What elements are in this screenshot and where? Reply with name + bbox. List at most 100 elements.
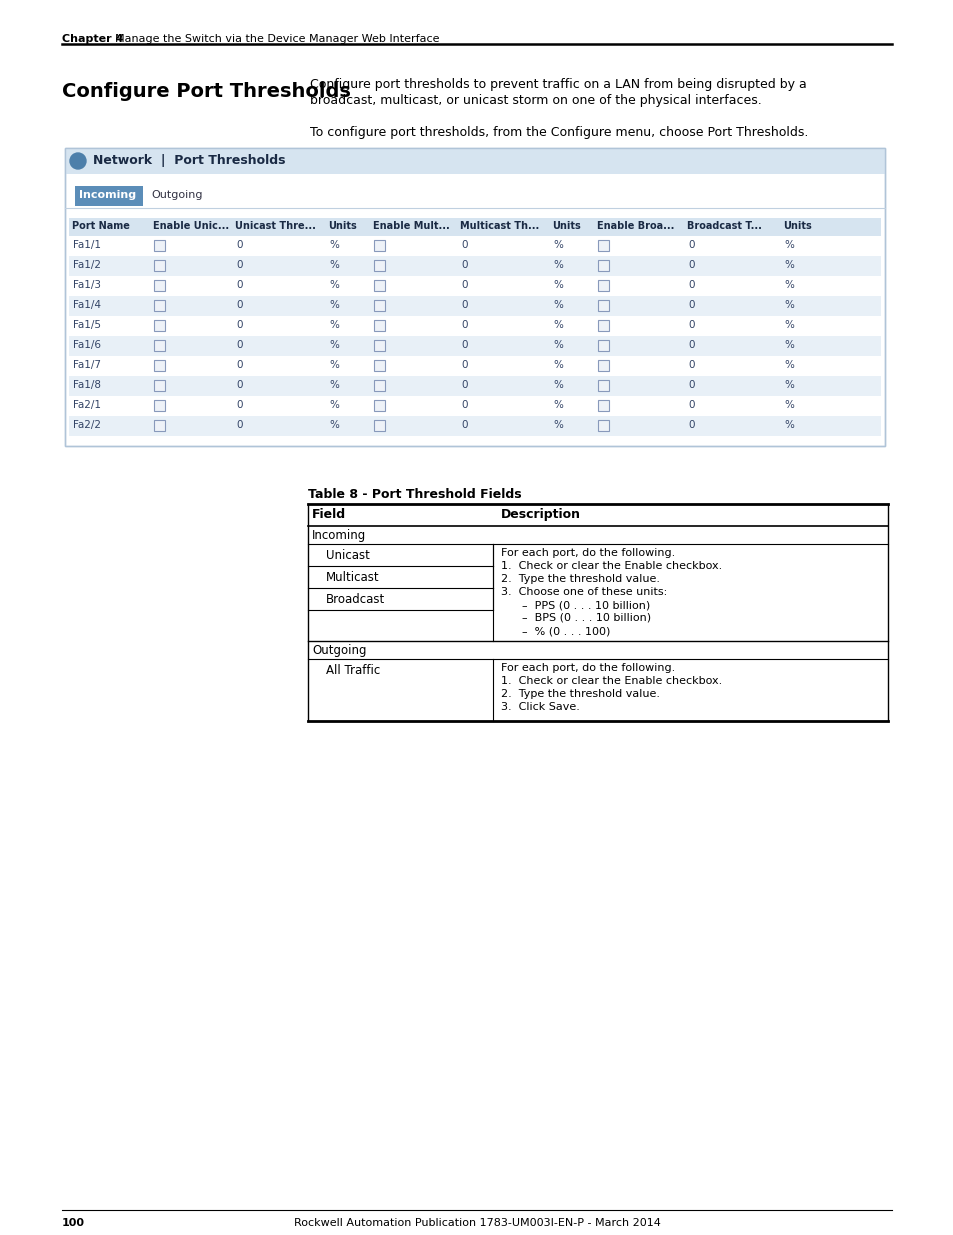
Text: For each port, do the following.: For each port, do the following. <box>500 548 675 558</box>
Text: %: % <box>329 240 338 249</box>
Text: 0: 0 <box>235 380 242 390</box>
Text: 0: 0 <box>460 400 467 410</box>
Text: %: % <box>783 240 793 249</box>
Text: 0: 0 <box>460 261 467 270</box>
Text: %: % <box>783 420 793 430</box>
Text: %: % <box>553 340 562 350</box>
Text: 0: 0 <box>687 280 694 290</box>
Bar <box>69 219 880 236</box>
Text: Broadcast: Broadcast <box>326 593 385 606</box>
Text: %: % <box>553 280 562 290</box>
Bar <box>374 340 385 351</box>
Bar <box>153 380 165 391</box>
Text: To configure port thresholds, from the Configure menu, choose Port Thresholds.: To configure port thresholds, from the C… <box>310 126 807 140</box>
Text: Units: Units <box>552 221 580 231</box>
Text: %: % <box>329 300 338 310</box>
Bar <box>69 336 880 356</box>
Text: 1.  Check or clear the Enable checkbox.: 1. Check or clear the Enable checkbox. <box>500 676 721 685</box>
Bar <box>69 356 880 375</box>
Text: %: % <box>329 380 338 390</box>
Text: Fa1/3: Fa1/3 <box>73 280 101 290</box>
Bar <box>153 400 165 411</box>
Text: 0: 0 <box>235 261 242 270</box>
Text: Fa1/6: Fa1/6 <box>73 340 101 350</box>
Text: 0: 0 <box>687 359 694 370</box>
Text: Fa1/8: Fa1/8 <box>73 380 101 390</box>
Text: Fa1/4: Fa1/4 <box>73 300 101 310</box>
Circle shape <box>70 153 86 169</box>
Bar <box>65 148 884 174</box>
Bar <box>153 261 165 270</box>
Bar <box>69 316 880 336</box>
Bar <box>598 261 608 270</box>
Text: %: % <box>553 300 562 310</box>
Text: Multicast Th...: Multicast Th... <box>459 221 538 231</box>
Text: Outgoing: Outgoing <box>312 643 366 657</box>
Text: 0: 0 <box>687 380 694 390</box>
Text: Enable Broa...: Enable Broa... <box>597 221 674 231</box>
Text: 0: 0 <box>235 420 242 430</box>
Text: %: % <box>329 340 338 350</box>
Bar <box>374 420 385 431</box>
Text: %: % <box>553 240 562 249</box>
Text: 0: 0 <box>460 320 467 330</box>
Text: Unicast Thre...: Unicast Thre... <box>234 221 315 231</box>
Text: –  BPS (0 . . . 10 billion): – BPS (0 . . . 10 billion) <box>500 613 651 622</box>
Text: 0: 0 <box>235 240 242 249</box>
Text: %: % <box>783 280 793 290</box>
Text: %: % <box>329 359 338 370</box>
Bar <box>374 320 385 331</box>
Bar <box>69 275 880 296</box>
Bar <box>598 280 608 291</box>
Text: 100: 100 <box>62 1218 85 1228</box>
Text: %: % <box>553 420 562 430</box>
Text: Broadcast T...: Broadcast T... <box>686 221 761 231</box>
Text: For each port, do the following.: For each port, do the following. <box>500 663 675 673</box>
Text: Chapter 4: Chapter 4 <box>62 35 123 44</box>
Text: 0: 0 <box>460 380 467 390</box>
Text: 0: 0 <box>235 400 242 410</box>
Bar <box>153 420 165 431</box>
Text: 0: 0 <box>687 240 694 249</box>
Text: %: % <box>553 320 562 330</box>
Text: 3.  Click Save.: 3. Click Save. <box>500 701 579 713</box>
Bar <box>69 375 880 396</box>
Text: Port Name: Port Name <box>71 221 130 231</box>
Text: 0: 0 <box>460 420 467 430</box>
Text: 0: 0 <box>460 340 467 350</box>
Bar <box>69 416 880 436</box>
Text: –  PPS (0 . . . 10 billion): – PPS (0 . . . 10 billion) <box>500 600 650 610</box>
Bar <box>153 340 165 351</box>
Text: %: % <box>783 261 793 270</box>
Text: %: % <box>783 340 793 350</box>
Text: 1.  Check or clear the Enable checkbox.: 1. Check or clear the Enable checkbox. <box>500 561 721 571</box>
Bar <box>69 296 880 316</box>
Bar <box>598 320 608 331</box>
Bar <box>374 280 385 291</box>
Bar <box>374 359 385 370</box>
Text: %: % <box>329 420 338 430</box>
Text: –  % (0 . . . 100): – % (0 . . . 100) <box>500 626 610 636</box>
Text: Multicast: Multicast <box>326 571 379 584</box>
Text: 2.  Type the threshold value.: 2. Type the threshold value. <box>500 689 659 699</box>
Text: Fa2/1: Fa2/1 <box>73 400 101 410</box>
Text: Enable Mult...: Enable Mult... <box>373 221 449 231</box>
Bar <box>153 240 165 251</box>
Bar <box>598 240 608 251</box>
Text: %: % <box>553 359 562 370</box>
Text: Table 8 - Port Threshold Fields: Table 8 - Port Threshold Fields <box>308 488 521 501</box>
Bar <box>153 280 165 291</box>
Bar <box>598 300 608 311</box>
Text: 0: 0 <box>235 320 242 330</box>
Text: Enable Unic...: Enable Unic... <box>152 221 229 231</box>
Text: Units: Units <box>328 221 356 231</box>
Text: Fa1/7: Fa1/7 <box>73 359 101 370</box>
Bar <box>374 240 385 251</box>
Bar <box>374 300 385 311</box>
Text: Incoming: Incoming <box>79 190 136 200</box>
Text: %: % <box>553 380 562 390</box>
Bar <box>374 380 385 391</box>
Bar <box>65 148 884 446</box>
Bar <box>153 359 165 370</box>
Text: broadcast, multicast, or unicast storm on one of the physical interfaces.: broadcast, multicast, or unicast storm o… <box>310 94 760 107</box>
